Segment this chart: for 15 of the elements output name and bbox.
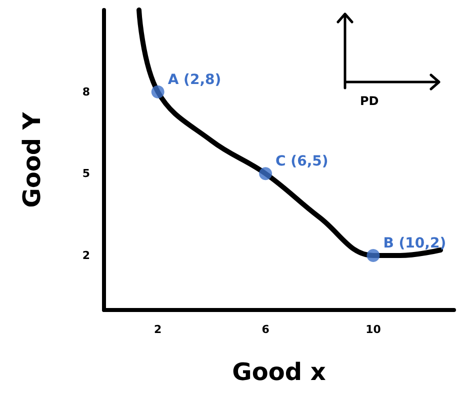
point	[259, 167, 272, 180]
annotation: B (10,2)	[383, 235, 446, 252]
y-tick-label: 5	[82, 167, 90, 180]
y-axis-title: Good Y	[18, 112, 46, 208]
y-tick-label: 8	[82, 85, 90, 98]
x-tick-label: 6	[262, 323, 270, 336]
x-tick-label: 10	[366, 323, 382, 336]
annotation: PD	[360, 94, 379, 108]
x-tick-label: 2	[154, 323, 162, 336]
annotation: C (6,5)	[276, 154, 328, 170]
y-tick-label: 2	[82, 248, 90, 262]
annotation: A (2,8)	[168, 72, 222, 88]
point	[151, 85, 164, 98]
x-axis-title: Good x	[232, 358, 326, 386]
point	[366, 248, 380, 262]
